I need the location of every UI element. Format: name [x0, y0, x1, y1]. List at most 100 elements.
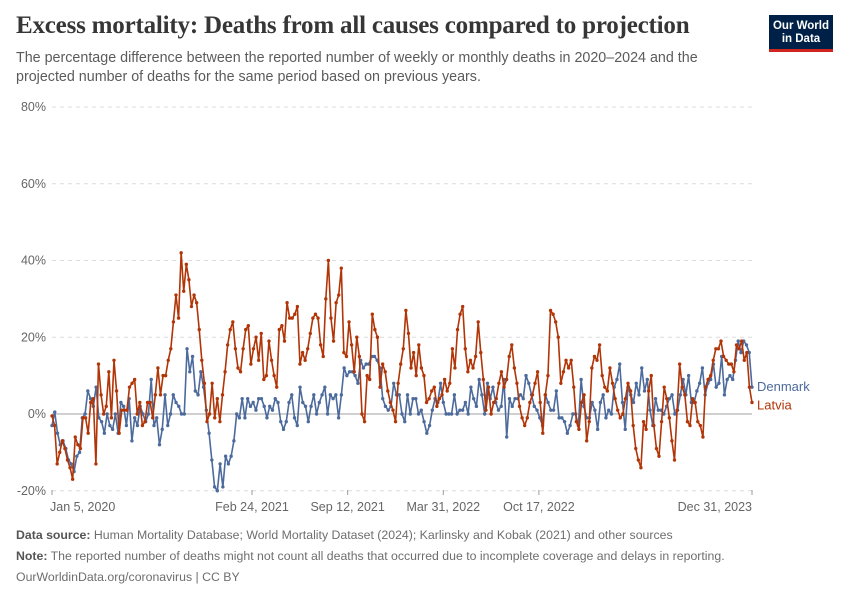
data-point: [444, 412, 448, 416]
data-point: [538, 400, 542, 405]
data-point: [449, 412, 454, 416]
data-point: [231, 320, 235, 324]
data-point: [229, 454, 233, 458]
data-point: [326, 258, 331, 263]
data-point: [135, 412, 139, 416]
data-point: [520, 416, 524, 420]
data-point: [700, 366, 705, 370]
data-point: [435, 404, 439, 409]
data-source-label: Data source:: [16, 528, 91, 542]
data-point: [190, 354, 195, 359]
data-point: [657, 454, 661, 458]
data-point: [372, 354, 377, 359]
data-point: [504, 377, 509, 382]
data-point: [590, 366, 594, 370]
data-point: [76, 443, 80, 447]
data-point: [652, 423, 656, 428]
data-point: [535, 408, 539, 412]
data-point: [708, 377, 713, 382]
data-point: [110, 427, 115, 432]
data-point: [491, 400, 496, 405]
data-point: [370, 312, 374, 316]
data-point: [469, 385, 473, 389]
data-point: [101, 412, 106, 416]
data-point: [349, 343, 354, 347]
data-point: [109, 416, 114, 420]
data-point: [314, 412, 319, 416]
data-point: [438, 381, 443, 385]
data-point: [425, 431, 429, 435]
data-point: [685, 419, 690, 424]
data-point: [174, 293, 178, 297]
data-point: [328, 393, 333, 397]
data-point: [194, 301, 199, 305]
data-point: [572, 385, 576, 389]
legend-label-latvia[interactable]: Latvia: [757, 397, 792, 412]
data-point: [414, 373, 418, 378]
data-point: [210, 381, 214, 385]
chart-subtitle: The percentage difference between the re…: [16, 50, 698, 85]
note-label: Note:: [16, 549, 48, 563]
data-point: [113, 412, 118, 416]
data-point: [233, 347, 238, 351]
data-point: [739, 339, 744, 343]
legend-label-denmark[interactable]: Denmark: [757, 379, 810, 394]
data-point: [130, 439, 134, 443]
data-point: [241, 347, 245, 351]
x-tick-label: Jan 5, 2020: [50, 500, 115, 514]
data-point: [670, 439, 674, 443]
data-point: [479, 350, 483, 355]
data-point: [107, 370, 111, 374]
data-point: [455, 412, 459, 416]
data-point: [187, 277, 191, 282]
data-point: [360, 412, 364, 416]
data-point: [383, 370, 387, 374]
data-point: [445, 389, 449, 393]
data-point: [380, 362, 385, 366]
logo-line-2: in Data: [781, 33, 821, 45]
data-point: [499, 370, 504, 374]
data-point: [448, 381, 452, 385]
data-point: [517, 404, 522, 409]
data-point: [254, 408, 258, 412]
data-point: [336, 416, 341, 420]
data-point: [571, 412, 575, 416]
data-point: [86, 431, 90, 435]
data-point: [577, 427, 581, 432]
data-point: [97, 416, 101, 420]
data-point: [481, 377, 486, 382]
data-point: [737, 347, 741, 351]
data-point: [269, 358, 274, 362]
data-point: [623, 427, 627, 432]
data-point: [171, 320, 176, 324]
data-point: [58, 450, 62, 455]
data-point: [215, 396, 220, 401]
data-point: [196, 393, 200, 397]
data-point: [152, 423, 156, 428]
data-point: [450, 347, 455, 351]
data-point: [312, 393, 316, 397]
data-point: [667, 416, 672, 420]
data-point: [401, 347, 405, 351]
data-point: [334, 301, 338, 305]
data-point: [518, 393, 523, 397]
data-point: [725, 377, 729, 382]
data-point: [357, 354, 362, 359]
data-point: [138, 400, 142, 405]
data-point: [419, 408, 423, 412]
data-point: [140, 423, 145, 428]
chart-title: Excess mortality: Deaths from all causes…: [16, 12, 690, 39]
source-url[interactable]: OurWorldinData.org/coronavirus | CC BY: [16, 570, 240, 584]
series-line-latvia[interactable]: [51, 252, 753, 481]
data-point: [309, 404, 313, 409]
data-point: [642, 389, 647, 393]
data-point: [303, 404, 308, 409]
data-point: [535, 370, 540, 374]
data-point: [78, 446, 83, 451]
owid-logo[interactable]: Our World in Data: [769, 15, 833, 52]
data-point: [447, 412, 451, 416]
data-point: [119, 400, 123, 405]
data-point: [86, 389, 90, 393]
data-point: [719, 339, 723, 343]
data-point: [325, 412, 330, 416]
